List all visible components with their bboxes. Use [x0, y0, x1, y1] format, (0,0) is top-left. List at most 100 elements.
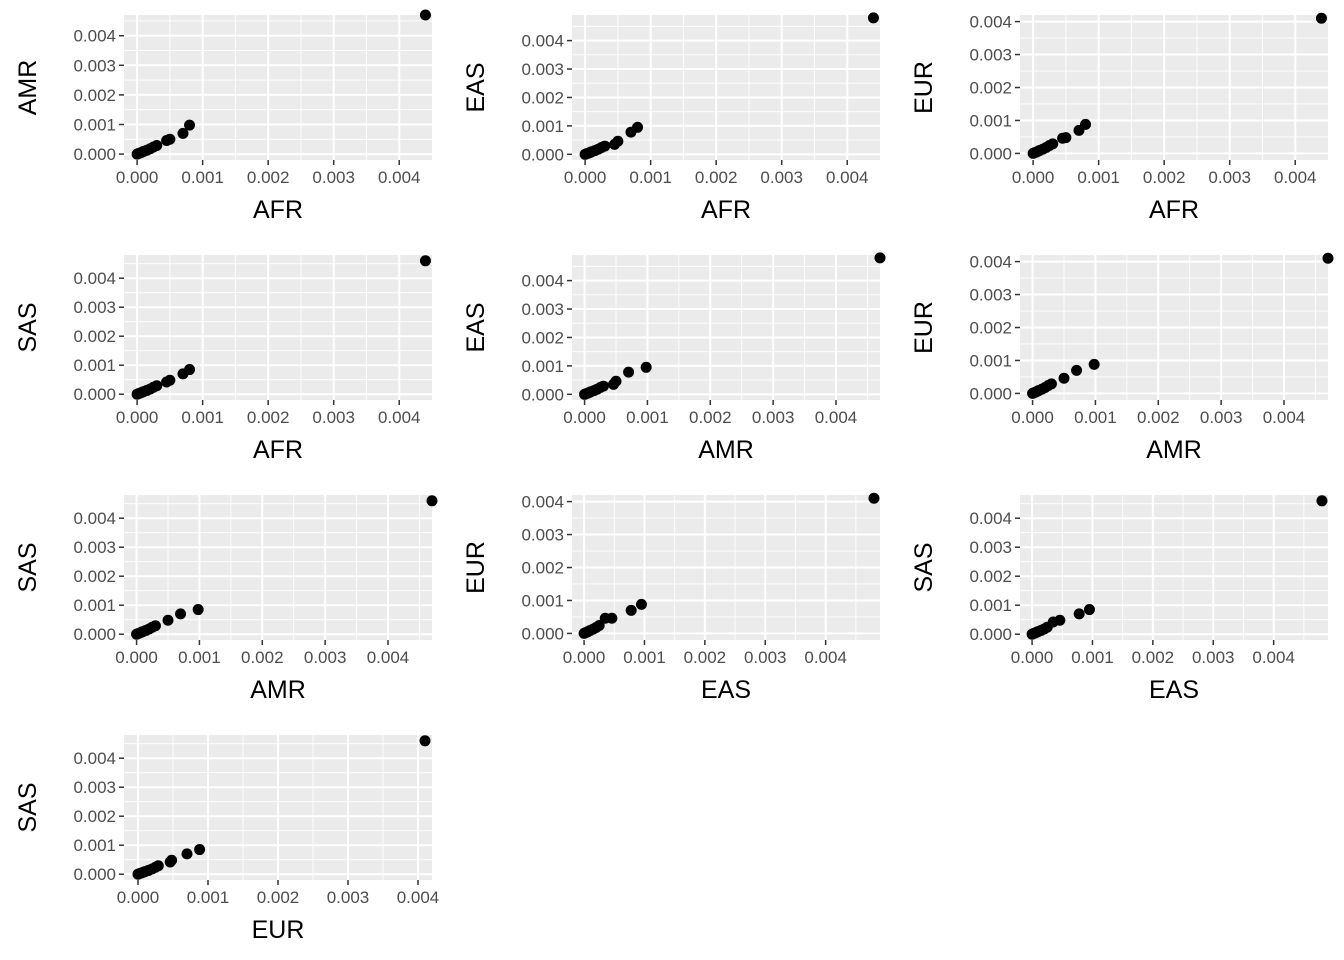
data-point	[426, 495, 438, 507]
y-tick-label: 0.000	[969, 144, 1012, 163]
y-tick-label: 0.001	[73, 596, 116, 615]
x-tick-label: 0.004	[367, 648, 410, 667]
y-tick-label: 0.000	[73, 865, 116, 884]
x-tick-label: 0.000	[1011, 648, 1054, 667]
y-tick-label: 0.002	[73, 86, 116, 105]
x-tick-label: 0.001	[181, 168, 224, 187]
data-point	[1047, 138, 1059, 150]
y-tick-label: 0.001	[73, 115, 116, 134]
x-tick-label: 0.002	[1137, 408, 1180, 427]
x-axis-title: AMR	[250, 676, 306, 704]
data-point	[632, 121, 644, 133]
data-point	[419, 9, 431, 21]
y-tick-label: 0.003	[521, 60, 564, 79]
data-point	[152, 860, 164, 872]
x-tick-label: 0.002	[247, 168, 290, 187]
x-tick-label: 0.002	[1132, 648, 1175, 667]
data-point	[1073, 608, 1085, 620]
data-point	[1315, 12, 1327, 24]
data-point	[1080, 118, 1092, 130]
y-axis-title: EUR	[462, 541, 490, 594]
x-tick-label: 0.004	[1274, 168, 1317, 187]
data-point	[1322, 252, 1334, 264]
x-tick-label: 0.000	[563, 648, 606, 667]
y-axis-title: EUR	[910, 301, 938, 354]
scatter-panel-10: 0.000 0.001 0.002 0.003 0.004 0.000 0.001 0.002…	[14, 735, 439, 944]
scatter-panel-2: 0.000 0.001 0.002 0.003 0.004 0.000 0.001 0.002…	[462, 12, 880, 224]
x-tick-label: 0.000	[563, 408, 606, 427]
x-tick-label: 0.002	[684, 648, 727, 667]
data-point	[625, 604, 637, 616]
y-tick-label: 0.004	[73, 749, 116, 768]
x-tick-label: 0.002	[247, 408, 290, 427]
y-tick-label: 0.002	[521, 559, 564, 578]
panel-background	[1020, 495, 1328, 640]
y-tick-label: 0.001	[73, 836, 116, 855]
x-tick-label: 0.004	[397, 888, 440, 907]
x-tick-label: 0.001	[1071, 648, 1114, 667]
x-axis-title: AFR	[1149, 196, 1199, 224]
y-tick-label: 0.001	[521, 357, 564, 376]
data-point	[1054, 614, 1066, 626]
y-tick-label: 0.000	[73, 145, 116, 164]
panel-background	[124, 15, 432, 160]
y-tick-label: 0.002	[521, 328, 564, 347]
x-tick-label: 0.002	[257, 888, 300, 907]
panel-background	[572, 255, 880, 400]
scatter-panel-7: 0.000 0.001 0.002 0.003 0.004 0.000 0.001 0.002…	[14, 495, 438, 704]
y-tick-label: 0.000	[969, 384, 1012, 403]
data-point	[166, 854, 178, 866]
data-point	[419, 735, 431, 747]
y-tick-label: 0.004	[73, 269, 116, 288]
x-tick-label: 0.002	[241, 648, 284, 667]
data-point	[151, 140, 163, 151]
x-tick-label: 0.001	[629, 168, 672, 187]
x-tick-label: 0.001	[1077, 168, 1120, 187]
y-axis-title: EAS	[462, 62, 490, 112]
x-tick-label: 0.003	[760, 168, 803, 187]
y-tick-label: 0.000	[969, 625, 1012, 644]
y-tick-label: 0.004	[521, 493, 564, 512]
data-point	[149, 620, 161, 632]
x-tick-label: 0.004	[815, 408, 858, 427]
x-tick-label: 0.000	[115, 648, 158, 667]
y-tick-label: 0.003	[521, 526, 564, 545]
data-point	[874, 252, 886, 264]
scatter-panel-6: 0.000 0.001 0.002 0.003 0.004 0.000 0.001 0.002…	[910, 253, 1334, 464]
x-axis-title: EAS	[1149, 676, 1199, 704]
data-point	[599, 140, 611, 152]
data-point	[635, 598, 647, 610]
data-point	[151, 380, 163, 392]
data-point	[1083, 604, 1095, 616]
y-tick-label: 0.002	[521, 88, 564, 107]
x-tick-label: 0.000	[117, 888, 160, 907]
y-tick-label: 0.003	[521, 300, 564, 319]
data-point	[1060, 132, 1072, 144]
x-tick-label: 0.002	[695, 168, 738, 187]
y-tick-label: 0.000	[73, 625, 116, 644]
x-tick-label: 0.001	[187, 888, 230, 907]
x-tick-label: 0.000	[1011, 408, 1054, 427]
y-tick-label: 0.002	[73, 807, 116, 826]
y-tick-label: 0.004	[521, 272, 564, 291]
data-point	[597, 380, 609, 392]
scatter-panel-8: 0.000 0.001 0.002 0.003 0.004 0.000 0.001 0.002…	[462, 493, 880, 704]
x-axis-title: EUR	[252, 916, 305, 944]
x-axis-title: AMR	[1146, 436, 1202, 464]
y-axis-title: SAS	[910, 542, 938, 592]
x-tick-label: 0.002	[689, 408, 732, 427]
data-point	[1071, 364, 1083, 376]
x-axis-title: AFR	[253, 436, 303, 464]
scatter-panel-5: 0.000 0.001 0.002 0.003 0.004 0.000 0.001 0.002…	[462, 252, 886, 464]
y-tick-label: 0.000	[73, 385, 116, 404]
x-axis-title: AFR	[701, 196, 751, 224]
x-tick-label: 0.004	[378, 168, 421, 187]
data-point	[184, 364, 196, 376]
y-tick-label: 0.003	[969, 538, 1012, 557]
data-point	[177, 127, 189, 139]
y-tick-label: 0.001	[521, 117, 564, 136]
y-tick-label: 0.003	[73, 778, 116, 797]
y-tick-label: 0.002	[969, 319, 1012, 338]
y-tick-label: 0.003	[969, 46, 1012, 65]
